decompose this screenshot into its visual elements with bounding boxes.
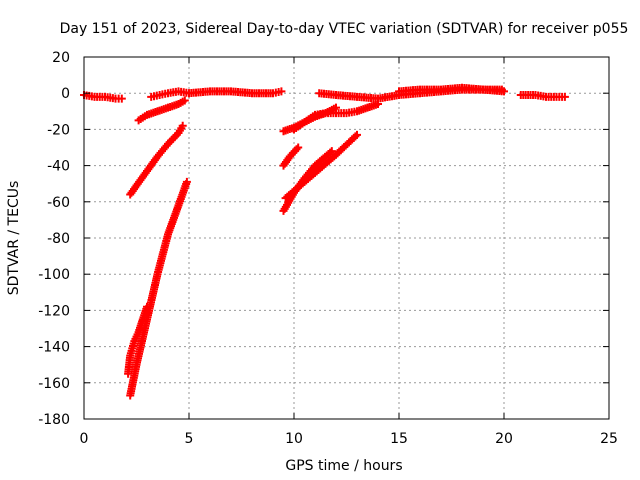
- y-tick-label: -40: [47, 159, 70, 175]
- series-arc-7: [279, 143, 303, 170]
- x-tick-label: 10: [285, 431, 303, 447]
- series-arc-9: [281, 130, 361, 203]
- data-point: [497, 85, 506, 94]
- series-arc-4: [134, 96, 189, 125]
- series-arc-14: [516, 91, 569, 101]
- y-axis-label: SDTVAR / TECUs: [6, 181, 22, 296]
- data-point: [351, 132, 360, 141]
- x-tick-label: 5: [185, 431, 194, 447]
- x-tick-label: 0: [80, 431, 89, 447]
- data-point: [277, 87, 286, 96]
- x-tick-label: 25: [600, 431, 618, 447]
- y-tick-label: -140: [38, 340, 70, 356]
- y-tick-label: -20: [47, 122, 70, 138]
- data-point: [117, 94, 126, 103]
- data-point: [294, 143, 303, 152]
- x-tick-label: 15: [390, 431, 408, 447]
- y-tick-label: -160: [38, 376, 70, 392]
- data-series: [80, 83, 569, 400]
- y-tick-label: -120: [38, 303, 70, 319]
- series-arc-3b: [124, 302, 151, 378]
- series-arc-3: [126, 177, 191, 400]
- data-point: [560, 92, 569, 101]
- y-tick-label: -80: [47, 231, 70, 247]
- data-point: [143, 302, 151, 311]
- grid: [84, 57, 609, 419]
- y-tick-label: 20: [52, 50, 70, 66]
- y-tick-label: -100: [38, 267, 70, 283]
- data-point: [180, 96, 189, 105]
- series-arc-11: [290, 100, 382, 134]
- data-point: [182, 177, 191, 186]
- x-tick-label: 20: [495, 431, 513, 447]
- series-arc-6: [185, 87, 286, 98]
- series-arc-13: [395, 83, 506, 96]
- y-tick-label: -180: [38, 412, 70, 428]
- chart-title: Day 151 of 2023, Sidereal Day-to-day VTE…: [60, 21, 629, 37]
- series-arc-2: [126, 121, 187, 199]
- y-tick-label: -60: [47, 195, 70, 211]
- data-point: [353, 130, 361, 139]
- y-tick-label: 0: [61, 86, 70, 102]
- axis-ticks: 0 5 10 15 20 25 20 0 -20 -40 -60 -80 -100 -120 -140 -16…: [38, 50, 618, 447]
- data-point: [178, 121, 187, 130]
- x-axis-label: GPS time / hours: [285, 458, 402, 474]
